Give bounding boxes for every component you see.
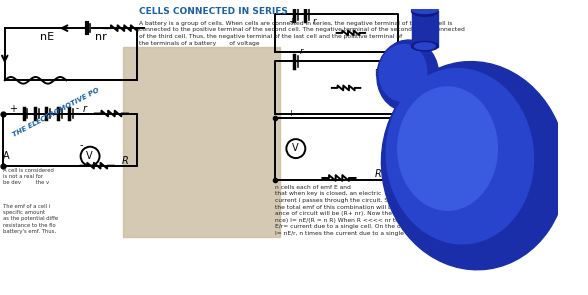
Text: A: A	[3, 151, 9, 161]
Text: the total emf of this combination will be n E. and total internal resistance wil: the total emf of this combination will b…	[275, 204, 526, 209]
Ellipse shape	[382, 62, 567, 270]
Text: V: V	[86, 151, 93, 161]
Bar	[123, 47, 280, 237]
Text: A battery is a group of cells. When cells are connected in series, the negative : A battery is a group of cells. When cell…	[139, 21, 453, 26]
Circle shape	[81, 147, 99, 166]
Text: +: +	[288, 109, 294, 118]
Text: =: =	[299, 111, 305, 117]
Text: n cells each of emf E and: n cells each of emf E and	[275, 185, 351, 190]
Text: current I passes through the circuit. Since n cells each of emf E: current I passes through the circuit. Si…	[275, 198, 465, 203]
Text: V: V	[292, 143, 299, 153]
Ellipse shape	[379, 44, 427, 101]
Ellipse shape	[377, 40, 439, 111]
Text: A cell is considered
is not a real for
be dev         the v: A cell is considered is not a real for b…	[3, 168, 54, 185]
Text: nce) I= nE/(R = n R) When R <<<< nr then in this case, R + nr = nr then the equa: nce) I= nE/(R = n R) When R <<<< nr then…	[275, 218, 536, 223]
Text: that when key is closed, an electric: that when key is closed, an electric	[275, 191, 382, 196]
Text: -: -	[79, 140, 83, 150]
Ellipse shape	[412, 42, 438, 51]
Ellipse shape	[386, 68, 533, 244]
Text: THE ELECTROMOTIVE PO: THE ELECTROMOTIVE PO	[11, 87, 100, 138]
Text: CELLS CONNECTED IN SERIES: CELLS CONNECTED IN SERIES	[139, 7, 288, 16]
Text: of the third cell. Thus, the negative terminal of the last cell and the positive: of the third cell. Thus, the negative te…	[139, 34, 403, 39]
Text: B: B	[375, 69, 380, 78]
Text: connected to the positive terminal of the second cell. The negative terminal of : connected to the positive terminal of th…	[139, 27, 465, 32]
Text: E/r= current due to a single cell. On the other hand, when R >>>>nr, then, R +nr: E/r= current due to a single cell. On th…	[275, 224, 536, 230]
Text: +: +	[288, 17, 295, 26]
Text: the terminals of a battery       of voltage: the terminals of a battery of voltage	[139, 40, 260, 45]
Text: R: R	[121, 156, 128, 166]
Text: R: R	[375, 169, 381, 179]
Text: r: r	[300, 47, 303, 56]
Circle shape	[286, 139, 305, 158]
Text: r: r	[313, 17, 316, 26]
Text: +: +	[9, 104, 18, 114]
Text: The emf of a cell i
specific amount
as the potential diffe
resistance to the flo: The emf of a cell i specific amount as t…	[3, 204, 58, 234]
Ellipse shape	[415, 43, 435, 50]
Text: -: -	[288, 47, 291, 56]
Ellipse shape	[397, 87, 497, 210]
Ellipse shape	[412, 6, 438, 16]
Text: nE: nE	[40, 32, 54, 42]
Text: nr: nr	[95, 32, 106, 42]
Text: ance of circuit will be (R+ nr). Now the total current passing through the circu: ance of circuit will be (R+ nr). Now the…	[275, 211, 536, 216]
Text: -: -	[76, 105, 79, 114]
Bar	[412, 11, 438, 47]
Ellipse shape	[412, 5, 438, 14]
Text: r: r	[82, 104, 86, 114]
Text: I= nE/r, n times the current due to a single cell.: I= nE/r, n times the current due to a si…	[275, 231, 418, 236]
